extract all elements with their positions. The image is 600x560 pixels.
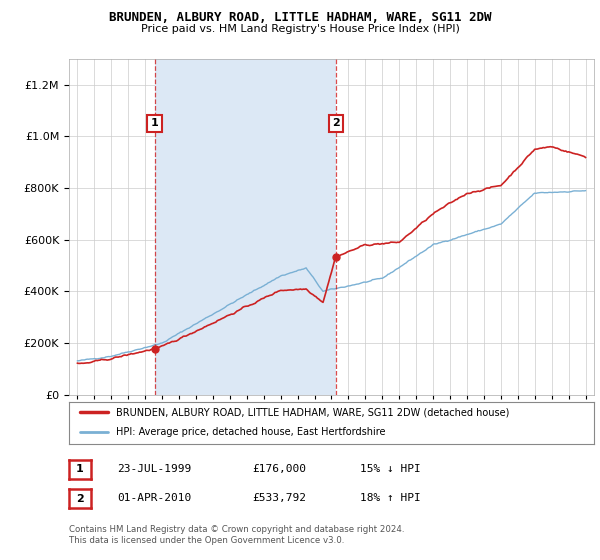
Text: Price paid vs. HM Land Registry's House Price Index (HPI): Price paid vs. HM Land Registry's House … [140,24,460,34]
Text: 15% ↓ HPI: 15% ↓ HPI [360,464,421,474]
Text: 1: 1 [76,464,83,474]
Text: 23-JUL-1999: 23-JUL-1999 [117,464,191,474]
Text: HPI: Average price, detached house, East Hertfordshire: HPI: Average price, detached house, East… [116,427,386,437]
Text: 2: 2 [76,494,83,504]
Bar [155,59,336,395]
Text: 2: 2 [332,118,340,128]
Text: BRUNDEN, ALBURY ROAD, LITTLE HADHAM, WARE, SG11 2DW: BRUNDEN, ALBURY ROAD, LITTLE HADHAM, WAR… [109,11,491,24]
Text: £533,792: £533,792 [252,493,306,503]
Text: 1: 1 [151,118,158,128]
Text: £176,000: £176,000 [252,464,306,474]
Text: 18% ↑ HPI: 18% ↑ HPI [360,493,421,503]
Text: Contains HM Land Registry data © Crown copyright and database right 2024.
This d: Contains HM Land Registry data © Crown c… [69,525,404,545]
Text: 01-APR-2010: 01-APR-2010 [117,493,191,503]
Text: BRUNDEN, ALBURY ROAD, LITTLE HADHAM, WARE, SG11 2DW (detached house): BRUNDEN, ALBURY ROAD, LITTLE HADHAM, WAR… [116,407,509,417]
